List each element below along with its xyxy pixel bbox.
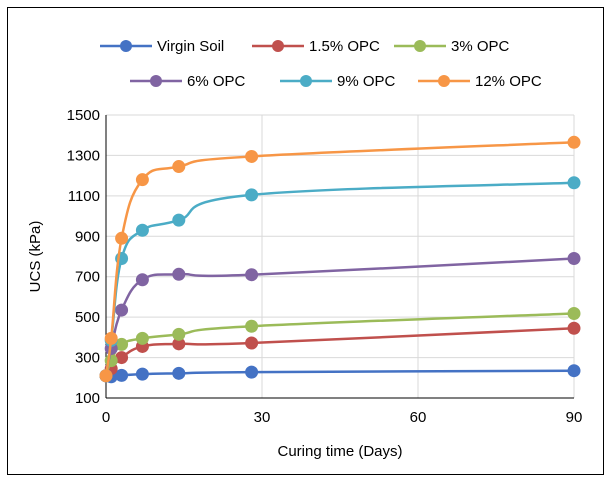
data-point-1-5-opc (567, 321, 581, 335)
data-point-virgin-soil (172, 366, 186, 380)
data-point-12-opc (245, 149, 259, 163)
x-tick-label: 90 (566, 409, 583, 426)
data-point-6-opc (135, 273, 149, 287)
legend-label-3-opc: 3% OPC (451, 38, 510, 55)
data-point-12-opc (567, 135, 581, 149)
x-tick-label: 30 (254, 409, 271, 426)
y-tick-label: 1300 (67, 147, 100, 164)
x-tick-label: 0 (102, 409, 110, 426)
y-tick-label: 100 (75, 390, 100, 407)
data-point-9-opc (567, 176, 581, 190)
data-point-virgin-soil (135, 367, 149, 381)
data-point-12-opc (99, 369, 113, 383)
legend-label-virgin-soil: Virgin Soil (157, 38, 224, 55)
y-tick-label: 900 (75, 228, 100, 245)
legend-marker-9-opc (300, 75, 312, 87)
x-axis-title: Curing time (Days) (277, 443, 402, 460)
y-tick-label: 700 (75, 269, 100, 286)
legend-marker-12-opc (438, 75, 450, 87)
legend-marker-1-5-opc (272, 40, 284, 52)
data-point-virgin-soil (245, 365, 259, 379)
legend-marker-3-opc (414, 40, 426, 52)
data-point-12-opc (104, 331, 118, 345)
data-point-3-opc (135, 331, 149, 345)
y-tick-label: 500 (75, 309, 100, 326)
data-point-1-5-opc (245, 336, 259, 350)
y-axis-title: UCS (kPa) (27, 221, 44, 293)
data-point-9-opc (172, 213, 186, 227)
x-tick-label: 60 (410, 409, 427, 426)
data-point-12-opc (115, 231, 129, 245)
data-point-6-opc (245, 268, 259, 282)
data-point-virgin-soil (567, 364, 581, 378)
data-point-6-opc (115, 303, 129, 317)
data-point-12-opc (172, 160, 186, 174)
series-line-12-opc (104, 141, 575, 376)
data-point-6-opc (567, 252, 581, 266)
y-tick-label: 1100 (68, 188, 100, 205)
data-point-virgin-soil (115, 368, 129, 382)
legend-label-9-opc: 9% OPC (337, 73, 396, 90)
legend-marker-6-opc (150, 75, 162, 87)
data-point-3-opc (245, 319, 259, 333)
data-point-9-opc (245, 188, 259, 202)
data-point-12-opc (135, 173, 149, 187)
data-point-9-opc (135, 223, 149, 237)
y-tick-label: 1500 (67, 107, 100, 124)
legend-label-1-5-opc: 1.5% OPC (309, 38, 380, 55)
legend-marker-virgin-soil (120, 40, 132, 52)
legend-label-12-opc: 12% OPC (475, 73, 542, 90)
data-point-3-opc (172, 327, 186, 341)
y-tick-label: 300 (75, 350, 100, 367)
legend-label-6-opc: 6% OPC (187, 73, 246, 90)
data-point-3-opc (567, 307, 581, 321)
data-point-6-opc (172, 267, 186, 281)
